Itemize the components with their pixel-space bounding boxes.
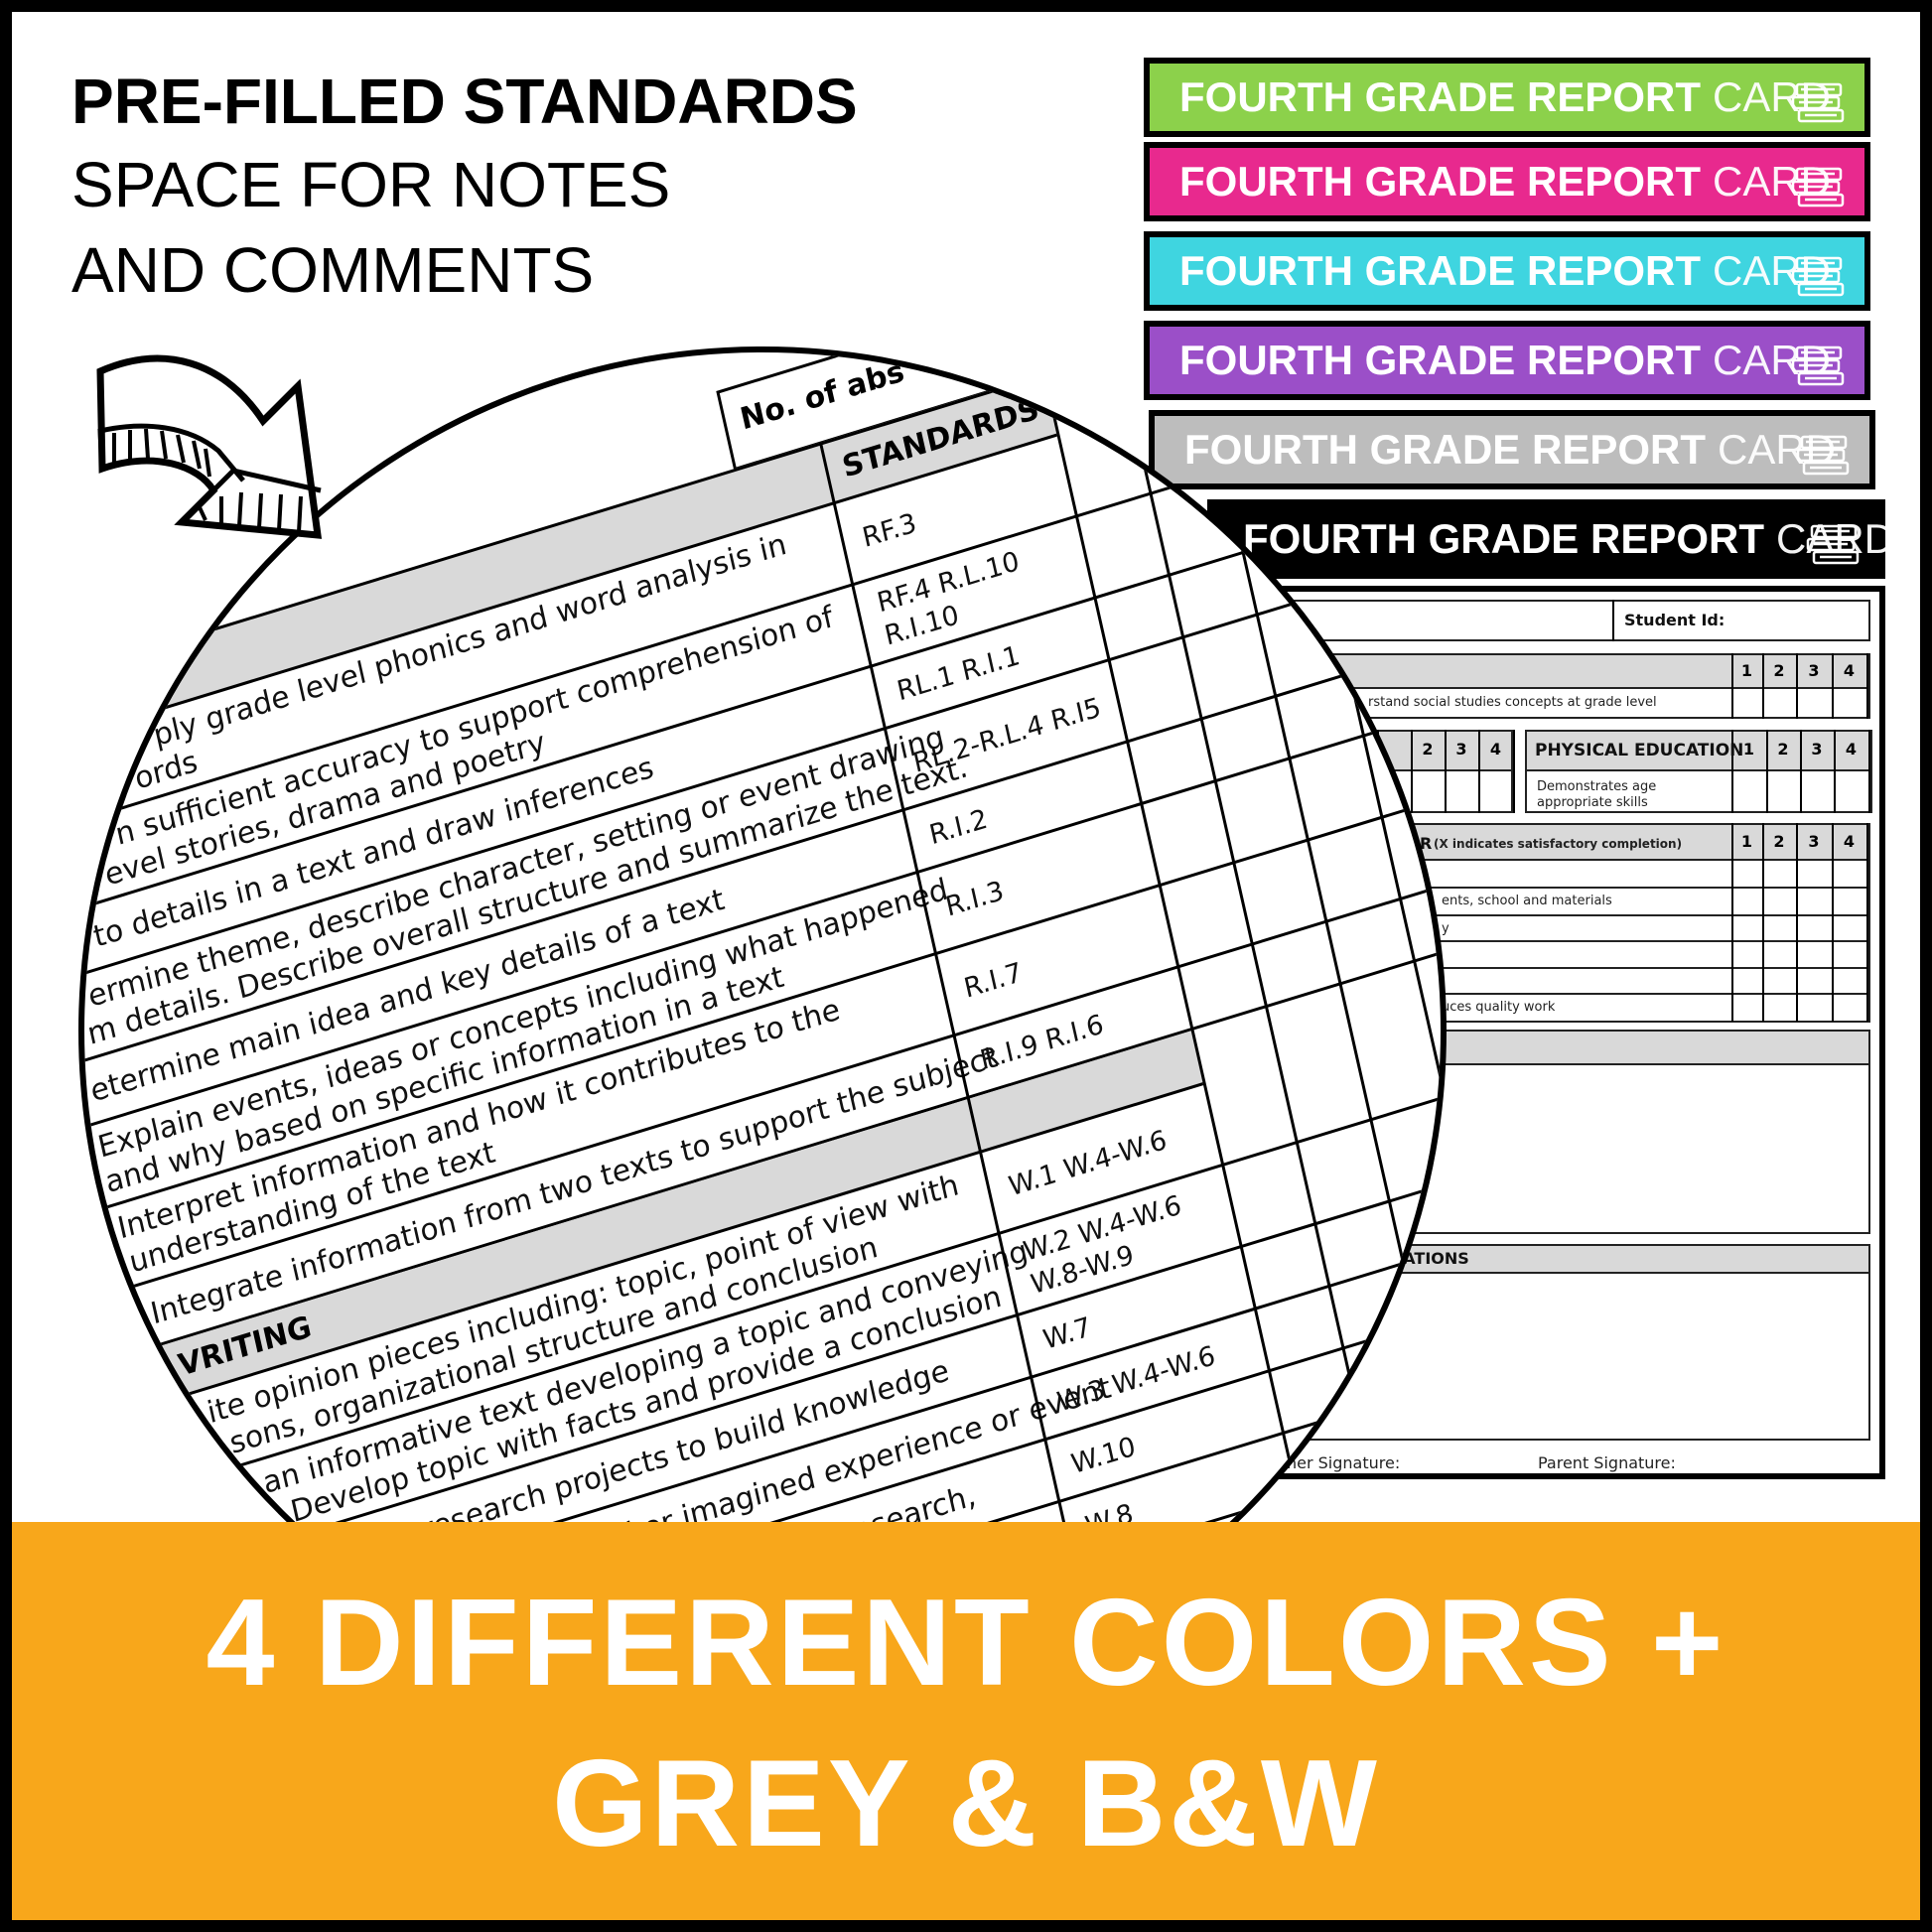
grid-line xyxy=(1834,730,1836,813)
grade-column-header: 2 xyxy=(1773,832,1785,851)
behavior-note: (X indicates satisfactory completion) xyxy=(1434,837,1683,851)
banner-title-bold: FOURTH GRADE REPORT xyxy=(1243,515,1764,562)
grid-line xyxy=(1796,653,1798,719)
grid-line xyxy=(1445,730,1447,813)
banner-green: FOURTH GRADE REPORT CARD xyxy=(1144,58,1870,137)
footer-line-1: 4 DIFFERENT COLORS + xyxy=(206,1575,1726,1712)
banner-title-bold: FOURTH GRADE REPORT xyxy=(1179,158,1701,205)
grade-column-header: 3 xyxy=(1808,661,1820,680)
heading-line-2: SPACE FOR NOTES xyxy=(71,149,671,220)
heading-line-1: PRE-FILLED STANDARDS xyxy=(71,66,858,137)
social-studies-standard: rstand social studies concepts at grade … xyxy=(1368,695,1657,710)
grade-column-header: 2 xyxy=(1777,740,1789,759)
banner-title-bold: FOURTH GRADE REPORT xyxy=(1179,247,1701,294)
pe-standard-line-1: Demonstrates age xyxy=(1537,779,1657,794)
grid-line xyxy=(1868,730,1870,813)
pe-standard-line-2: appropriate skills xyxy=(1537,795,1648,810)
student-id-label: Student Id: xyxy=(1624,611,1725,629)
banner-grey: FOURTH GRADE REPORT CARD xyxy=(1149,410,1875,489)
grid-line xyxy=(1766,730,1768,813)
grid-line xyxy=(1800,730,1802,813)
grade-column-header: 1 xyxy=(1742,740,1755,759)
grid-line xyxy=(1411,730,1413,813)
grade-column-header: 4 xyxy=(1489,740,1502,759)
grid-line xyxy=(1731,823,1733,1022)
grid-line xyxy=(1762,653,1764,719)
grade-column-header: 3 xyxy=(1808,832,1820,851)
pe-row xyxy=(1525,769,1872,813)
promo-panel: PRE-FILLED STANDARDS SPACE FOR NOTES AND… xyxy=(12,12,1920,1920)
grid-line xyxy=(1612,600,1614,641)
footer-line-2: GREY & B&W xyxy=(552,1735,1380,1872)
grid-line xyxy=(1762,823,1764,1022)
recommendations-title: DATIONS xyxy=(1390,1249,1469,1268)
grade-column-header: 2 xyxy=(1422,740,1434,759)
pe-title: PHYSICAL EDUCATION xyxy=(1535,741,1744,760)
grade-column-header: 1 xyxy=(1740,832,1753,851)
banner-black: FOURTH GRADE REPORT CARD xyxy=(1207,499,1894,579)
grade-column-header: 4 xyxy=(1845,740,1858,759)
grid-line xyxy=(1796,823,1798,1022)
grid-line xyxy=(1832,823,1834,1022)
heading-line-3: AND COMMENTS xyxy=(71,234,595,306)
banner-title-bold: FOURTH GRADE REPORT xyxy=(1179,337,1701,383)
parent-signature-label: Parent Signature: xyxy=(1538,1453,1676,1472)
grade-column-header: 2 xyxy=(1773,661,1785,680)
footer-band: 4 DIFFERENT COLORS + GREY & B&W xyxy=(12,1522,1920,1920)
curved-arrow-icon xyxy=(96,354,323,539)
pe-header xyxy=(1525,730,1872,771)
grid-line xyxy=(1513,730,1515,813)
grade-column-header: 4 xyxy=(1843,832,1856,851)
magnified-standards-view: No. of abs STANDARDS ply grade level phoni… xyxy=(78,346,1447,1715)
grid-line xyxy=(1866,823,1868,1022)
grade-column-header: 3 xyxy=(1455,740,1467,759)
grade-column-header: 4 xyxy=(1843,661,1856,680)
behavior-title: R xyxy=(1420,834,1433,853)
behavior-item: y xyxy=(1442,921,1449,936)
banner-pink: FOURTH GRADE REPORT CARD xyxy=(1144,142,1870,221)
grid-line xyxy=(1866,653,1868,719)
grid-line xyxy=(1478,730,1480,813)
banner-purple: FOURTH GRADE REPORT CARD xyxy=(1144,321,1870,400)
behavior-item: ents, school and materials xyxy=(1442,894,1612,908)
grade-column-header: 1 xyxy=(1740,661,1753,680)
grid-line xyxy=(1832,653,1834,719)
banner-title-bold: FOURTH GRADE REPORT xyxy=(1184,426,1706,473)
behavior-item: uces quality work xyxy=(1442,1000,1556,1015)
grid-line xyxy=(1731,730,1733,813)
banner-title-bold: FOURTH GRADE REPORT xyxy=(1179,73,1701,120)
grid-line xyxy=(1731,653,1733,719)
banner-cyan: FOURTH GRADE REPORT CARD xyxy=(1144,231,1870,311)
grade-column-header: 3 xyxy=(1811,740,1823,759)
